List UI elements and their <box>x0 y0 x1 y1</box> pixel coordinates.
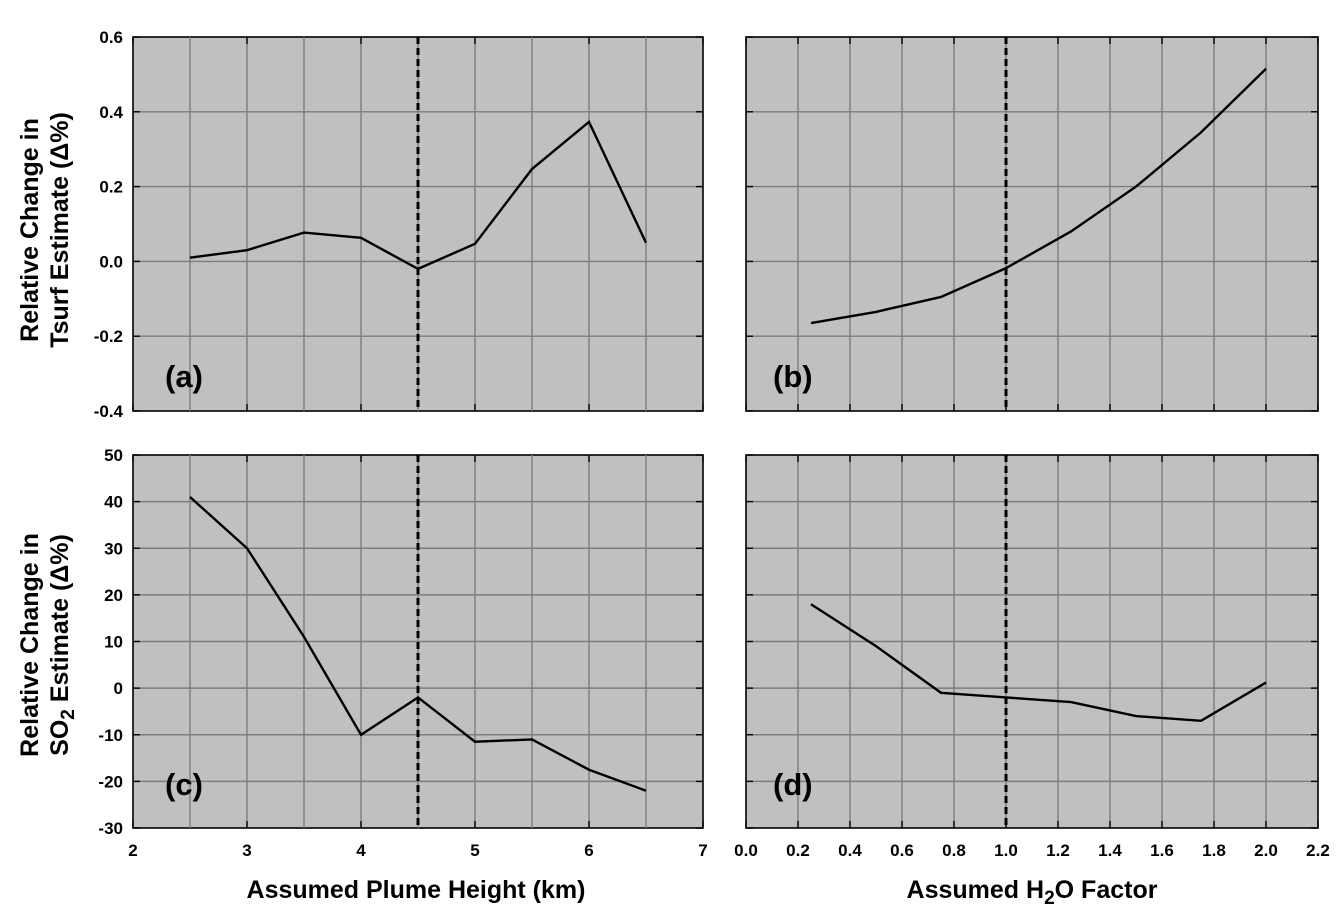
panel-a-y-tick-label: 0.2 <box>99 178 123 197</box>
panel-c-y-axis-title-subscript: 2 <box>58 709 79 720</box>
panel-c-so2-vs-plume-height: -30 -20 -10 0 10 20 30 40 50 2 3 4 5 6 7 (c) <box>98 446 707 860</box>
panel-d-x-tick-label: 0.0 <box>734 841 758 860</box>
panel-c-label: (c) <box>165 767 203 802</box>
panel-c-y-tick-label: 50 <box>104 446 123 465</box>
panel-c-y-tick-label: -20 <box>98 772 123 791</box>
panel-d-x-tick-label: 0.8 <box>942 841 966 860</box>
panel-d-grid <box>746 455 1318 828</box>
panel-a-y-axis-title-line1: Relative Change in <box>16 118 44 342</box>
panel-a-y-axis-title-line2: Tsurf Estimate (Δ%) <box>46 112 74 348</box>
panel-a-y-axis-title: Relative Change in Tsurf Estimate (Δ%) <box>16 112 74 348</box>
panel-b-series-line <box>810 67 1267 325</box>
panel-c-y-tick-label: 10 <box>104 633 123 652</box>
panel-b-tsurf-vs-h2o-factor: (b) <box>745 36 1319 412</box>
panel-a-y-tick-label: -0.2 <box>94 327 123 346</box>
panel-c-x-tick-label: 7 <box>698 841 707 860</box>
panel-d-x-axis-title-pre: Assumed H <box>907 876 1045 904</box>
panel-a-tsurf-vs-plume-height: -0.4 -0.2 0.0 0.2 0.4 0.6 (a) <box>94 28 704 421</box>
panel-a-y-tick-label: 0.0 <box>99 252 123 271</box>
panel-c-x-tick-label: 3 <box>242 841 251 860</box>
panel-c-x-tick-label: 2 <box>128 841 137 860</box>
panel-c-y-tick-label: 20 <box>104 586 123 605</box>
panel-d-x-tick-label: 1.8 <box>1202 841 1226 860</box>
panel-c-y-tick-label: 0 <box>114 679 123 698</box>
panel-d-x-tick-label: 1.2 <box>1046 841 1070 860</box>
panel-d-series-line <box>810 603 1267 722</box>
panel-d-x-tick-label: 1.4 <box>1098 841 1122 860</box>
panel-d-x-tick-label: 0.2 <box>786 841 810 860</box>
panel-c-x-tick-label: 5 <box>470 841 479 860</box>
panel-c-y-tick-label: -30 <box>98 819 123 838</box>
panel-c-y-tick-labels: -30 -20 -10 0 10 20 30 40 50 <box>98 446 123 838</box>
panel-c-y-axis-title: Relative Change in SO2 Estimate (Δ%) <box>16 533 79 757</box>
panel-c-x-tick-labels: 2 3 4 5 6 7 <box>128 841 707 860</box>
panel-d-so2-vs-h2o-factor: 0.0 0.2 0.4 0.6 0.8 1.0 1.2 1.4 1.6 1.8 2.0 2.2 (d) <box>734 454 1330 860</box>
panel-c-x-tick-label: 6 <box>584 841 593 860</box>
panel-d-x-tick-label: 2.0 <box>1254 841 1278 860</box>
panel-c-y-tick-label: -10 <box>98 726 123 745</box>
panel-d-x-axis-title-subscript: 2 <box>1044 888 1055 909</box>
panel-d-x-tick-label: 2.2 <box>1306 841 1330 860</box>
panel-c-y-axis-title-rest: Estimate (Δ%) <box>46 534 74 709</box>
panel-a-label: (a) <box>165 359 203 394</box>
panel-b-plot-area <box>745 36 1319 412</box>
panel-c-tickmarks <box>132 454 704 829</box>
panel-c-y-axis-title-line1: Relative Change in <box>16 533 44 757</box>
panel-d-x-tick-label: 0.6 <box>890 841 914 860</box>
panel-c-x-axis-title: Assumed Plume Height (km) <box>247 876 586 904</box>
panel-c-y-tick-label: 40 <box>104 493 123 512</box>
panel-d-label: (d) <box>773 767 813 802</box>
panel-d-x-axis-title-post: O Factor <box>1055 876 1158 904</box>
panel-d-x-tick-labels: 0.0 0.2 0.4 0.6 0.8 1.0 1.2 1.4 1.6 1.8 2.0 2.2 <box>734 841 1330 860</box>
panel-d-x-tick-label: 0.4 <box>838 841 862 860</box>
panel-a-tickmarks <box>132 36 704 412</box>
panel-c-y-axis-title-so: SO <box>46 720 74 756</box>
panel-d-tickmarks <box>745 454 1319 829</box>
panel-a-y-tick-labels: -0.4 -0.2 0.0 0.2 0.4 0.6 <box>94 28 124 421</box>
panel-b-label: (b) <box>773 359 813 394</box>
panel-c-x-tick-label: 4 <box>356 841 366 860</box>
panel-a-y-tick-label: -0.4 <box>94 402 124 421</box>
panel-d-x-tick-label: 1.6 <box>1150 841 1174 860</box>
panel-a-y-tick-label: 0.4 <box>99 103 123 122</box>
panel-d-x-axis-title: Assumed H2O Factor <box>907 876 1158 909</box>
panel-c-y-axis-title-line2: SO2 Estimate (Δ%) <box>46 534 79 756</box>
panel-d-x-tick-label: 1.0 <box>994 841 1018 860</box>
panel-c-y-tick-label: 30 <box>104 539 123 558</box>
panel-a-y-tick-label: 0.6 <box>99 28 123 47</box>
